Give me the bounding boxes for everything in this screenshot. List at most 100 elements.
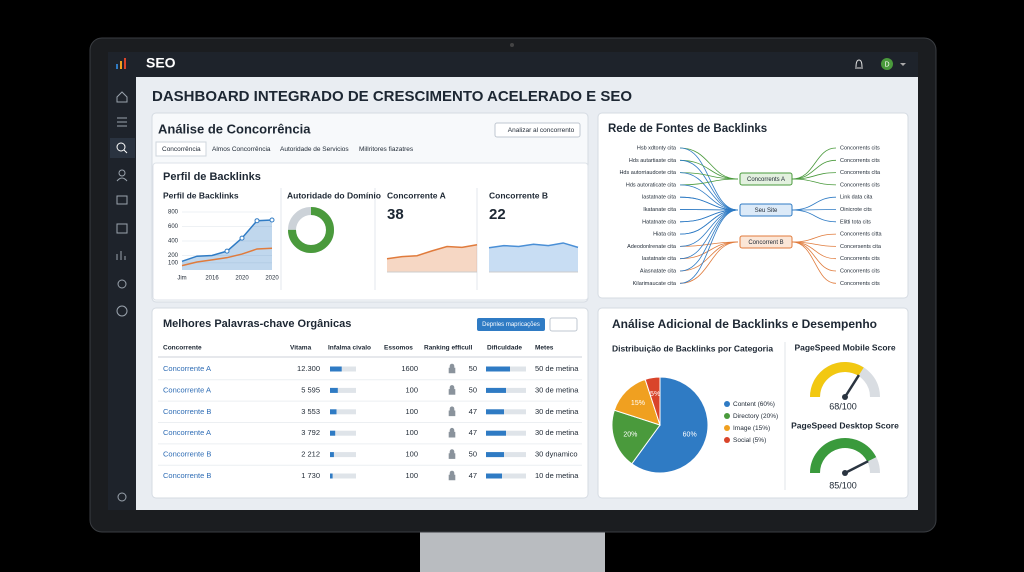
tab[interactable]: Almos Concorrência — [212, 146, 271, 153]
target-node: Oinicrote cits — [840, 207, 872, 213]
source-node: Hds autoraticate cita — [626, 182, 677, 188]
source-node: Hiata cita — [653, 232, 677, 238]
source-node: Hds autartiaste cita — [629, 158, 677, 164]
menu-caret[interactable] — [900, 63, 906, 66]
card-title: Autoridade do Domínio — [287, 190, 381, 200]
results: 100 — [405, 471, 418, 480]
volume: 3 792 — [301, 428, 320, 437]
edge — [679, 178, 739, 186]
options-button[interactable] — [549, 317, 578, 332]
edge — [791, 147, 837, 180]
competitor-link[interactable]: Concorrente B — [163, 450, 211, 459]
source-node: Hds autorriaudcete cita — [619, 170, 676, 176]
legend-label: Directory (20%) — [733, 413, 778, 420]
rank: 50 — [469, 364, 477, 373]
hub-label: Seu Site — [755, 208, 778, 214]
area — [387, 244, 477, 272]
rank: 47 — [469, 428, 477, 437]
card-title: Concorrente A — [387, 190, 446, 200]
lock-icon — [448, 385, 456, 395]
target-node: Concorrents cits — [840, 281, 880, 287]
backlink-subpanel — [152, 162, 589, 301]
edge — [791, 209, 837, 223]
column-header: Essomos — [384, 345, 413, 352]
rank: 47 — [469, 407, 477, 416]
line — [386, 243, 478, 260]
button-label: Analizar al concorrento — [508, 127, 575, 134]
competitor-link[interactable]: Concorrente A — [163, 385, 211, 394]
edge — [679, 147, 739, 211]
x-tick-label: 2020 — [265, 276, 279, 282]
target-node: Concorrents cits — [840, 268, 880, 274]
competitor-link[interactable]: Concorrente A — [163, 428, 211, 437]
donut-value — [288, 207, 334, 253]
gauge-title: PageSpeed Mobile Score — [794, 342, 895, 352]
slice-label: 5% — [650, 391, 660, 398]
kpi-value: 22 — [489, 206, 506, 223]
bar-track — [330, 473, 356, 479]
source-node: Iastatnate cita — [642, 195, 677, 201]
monitor-stand — [420, 528, 605, 572]
volume: 5 595 — [301, 385, 320, 394]
legend-label: Social (5%) — [733, 437, 766, 444]
avatar[interactable] — [881, 58, 893, 70]
edge — [679, 159, 739, 211]
panel-title: Rede de Fontes de Backlinks — [608, 123, 767, 135]
tab-active[interactable] — [155, 141, 207, 157]
source-node: Ikatanate cita — [643, 207, 677, 213]
analyze-button[interactable] — [494, 122, 581, 138]
target-node: Link data cita — [840, 195, 873, 201]
section-title: Perfil de Backlinks — [163, 171, 261, 183]
competitor-link[interactable]: Concorrente A — [163, 364, 211, 373]
x-tick-label: 2016 — [205, 276, 219, 282]
results: 100 — [405, 428, 418, 437]
target-node: Concorrents clta — [840, 170, 881, 176]
volume: 12.300 — [297, 364, 320, 373]
page-title: DASHBOARD INTEGRADO DE CRESCIMENTO ACELE… — [152, 88, 632, 105]
pie-slice — [644, 376, 661, 426]
difficulty-bar — [486, 430, 506, 436]
bar-track — [330, 452, 356, 458]
goal: 30 de metina — [535, 407, 579, 416]
chart-title: Distribuição de Backlinks por Categoria — [612, 343, 773, 353]
competitor-link[interactable]: Concorrente B — [163, 471, 211, 480]
tab[interactable]: Concorrência — [162, 146, 201, 153]
sidebar-icons[interactable] — [110, 91, 135, 502]
lock-icon — [448, 449, 456, 459]
tab[interactable]: Autoridade de Servicios — [280, 146, 349, 153]
x-tick-label: 2020 — [235, 276, 249, 282]
y-tick-label: 800 — [168, 210, 179, 216]
legend-swatch — [724, 413, 730, 419]
tab[interactable]: Millritores fiazatres — [359, 146, 414, 153]
keywords-button[interactable] — [477, 318, 545, 331]
results: 1600 — [401, 364, 418, 373]
column-header: Concorrente — [163, 345, 202, 352]
volume: 3 553 — [301, 407, 320, 416]
panel-title: Melhores Palavras-chave Orgânicas — [163, 318, 351, 330]
column-header: Vitama — [290, 345, 312, 352]
gauge-value-label: 68/100 — [829, 401, 857, 411]
panel-title: Análise de Concorrência — [158, 121, 311, 136]
point — [254, 218, 260, 224]
bell-icon[interactable] — [855, 59, 863, 69]
traffic-bar — [330, 387, 338, 393]
panel-title: Análise Adicional de Backlinks e Desempe… — [612, 317, 877, 331]
legend-swatch — [724, 401, 730, 407]
y-tick-label: 100 — [168, 260, 179, 266]
difficulty-bar — [486, 452, 504, 458]
target-node: Concersents cita — [840, 244, 882, 250]
hub-label: Concorrents A — [747, 177, 785, 183]
bar-track — [486, 409, 526, 415]
rank: 47 — [469, 471, 477, 480]
logo — [116, 58, 126, 69]
bar-track — [330, 387, 356, 393]
competitor-link[interactable]: Concorrente B — [163, 407, 211, 416]
edge — [791, 178, 837, 186]
results: 100 — [405, 450, 418, 459]
column-header: Dificuldade — [487, 345, 522, 352]
button-label: Depnles mapricações — [482, 322, 540, 328]
traffic-bar — [330, 366, 342, 372]
source-node: Hatatnate cita — [642, 219, 677, 225]
gauge-value-label: 85/100 — [829, 480, 857, 490]
area — [489, 242, 578, 272]
